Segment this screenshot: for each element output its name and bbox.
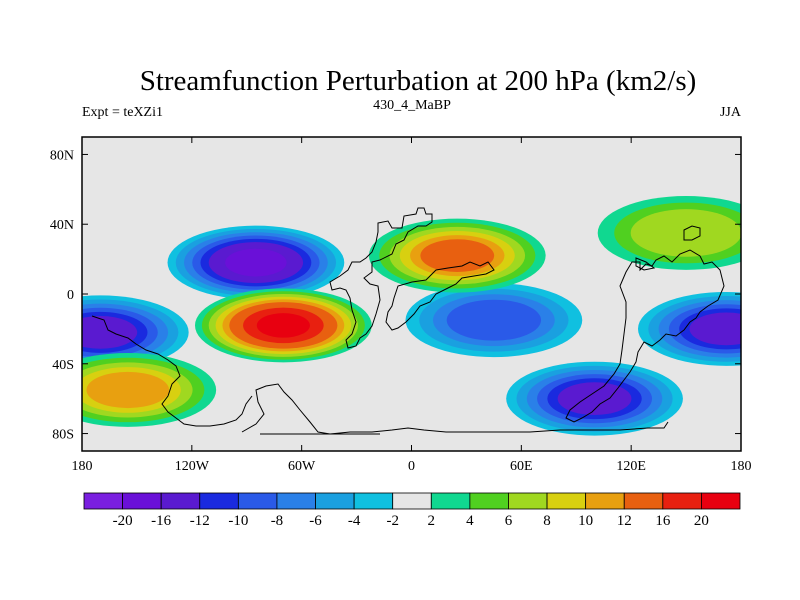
colorbar-swatch	[237, 492, 278, 510]
colorbar-swatch	[122, 492, 162, 510]
contour-feature	[405, 283, 583, 358]
x-tick-label: 120W	[175, 459, 210, 474]
contour-band	[225, 248, 287, 277]
y-axis: 80N 40N 0 40S 80S	[50, 148, 741, 443]
subtitle-center: 430_4_MaBP	[373, 98, 451, 113]
y-tick-label: 80S	[52, 428, 74, 443]
colorbar-label: -12	[190, 513, 210, 529]
y-tick-label: 0	[67, 288, 74, 303]
colorbar-label: 12	[617, 513, 632, 529]
colorbar-label: -10	[228, 513, 248, 529]
contour-band	[86, 371, 170, 409]
colorbar: -20 -16 -12 -10 -8 -6 -4 -2 2 4 6 8 10 12 16 20	[83, 492, 741, 529]
colorbar-label: 8	[543, 513, 551, 529]
contour-band	[557, 382, 632, 416]
y-tick-label: 40S	[52, 358, 74, 373]
coastlines	[91, 207, 725, 435]
colorbar-swatch	[315, 492, 355, 510]
contour-band	[82, 316, 138, 349]
colorbar-swatch	[199, 492, 239, 510]
colorbar-swatch	[160, 492, 201, 510]
colorbar-label: -6	[309, 513, 322, 529]
colorbar-swatch	[353, 492, 394, 510]
contour-feature	[638, 291, 741, 366]
coastline-americas	[329, 207, 433, 349]
colorbar-swatch	[83, 492, 123, 510]
contour-feature	[597, 196, 741, 270]
subtitle-left: Expt = teXZi1	[82, 105, 163, 120]
colorbar-swatch	[701, 492, 741, 510]
coastline-asia-australia	[565, 249, 725, 423]
coastline-pacific-islands	[91, 315, 380, 435]
x-axis: 180 120W 60W 0 60E 120E 180	[72, 137, 752, 474]
contour-band	[446, 299, 542, 341]
coastline-south-america-south	[241, 383, 669, 435]
colorbar-label: 4	[466, 513, 474, 529]
colorbar-label: -8	[271, 513, 284, 529]
coastline-africa	[385, 261, 495, 331]
contour-band	[689, 312, 741, 346]
colorbar-swatch	[508, 492, 548, 510]
colorbar-label: 20	[694, 513, 709, 529]
x-tick-label: 120E	[616, 459, 646, 474]
colorbar-swatch	[546, 492, 587, 510]
coastline-east-asia	[635, 225, 701, 271]
colorbar-label: 2	[428, 513, 436, 529]
x-tick-label: 60E	[510, 459, 533, 474]
colorbar-label: -20	[113, 513, 133, 529]
colorbar-swatch	[469, 492, 509, 510]
y-tick-label: 40N	[50, 218, 74, 233]
colorbar-swatch	[623, 492, 664, 510]
contour-feature	[82, 295, 189, 370]
colorbar-swatch	[662, 492, 702, 510]
y-tick-label: 80N	[50, 148, 74, 163]
colorbar-label: -2	[386, 513, 399, 529]
contour-feature	[368, 218, 546, 293]
contour-feature	[82, 353, 217, 427]
colorbar-swatch	[430, 492, 471, 510]
colorbar-label: 16	[655, 513, 671, 529]
colorbar-swatch	[392, 492, 432, 510]
contour-feature	[194, 288, 372, 363]
x-tick-label: 180	[72, 459, 93, 474]
colorbar-label: 6	[505, 513, 513, 529]
contour-band	[630, 209, 741, 257]
colorbar-label: 10	[578, 513, 593, 529]
contour-band	[256, 313, 310, 338]
x-tick-label: 60W	[288, 459, 316, 474]
chart-title: Streamfunction Perturbation at 200 hPa (…	[140, 65, 697, 97]
x-tick-label: 0	[408, 459, 415, 474]
colorbar-label: -4	[348, 513, 361, 529]
colorbar-swatch	[585, 492, 625, 510]
colorbar-swatch	[276, 492, 316, 510]
x-tick-label: 180	[731, 459, 752, 474]
colorbar-label: -16	[151, 513, 171, 529]
contour-feature	[167, 225, 345, 300]
subtitle-right: JJA	[720, 105, 742, 120]
contour-feature	[506, 361, 683, 436]
